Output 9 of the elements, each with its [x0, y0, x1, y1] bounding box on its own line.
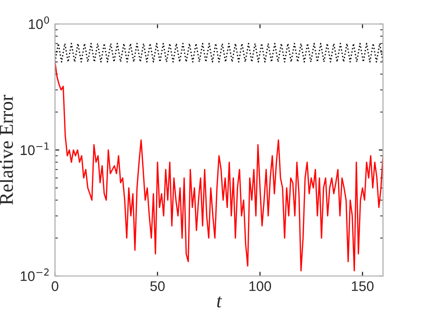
x-tick-label: 150 [352, 281, 374, 292]
y-tick-label: 10$^{−2}$ [20, 268, 49, 282]
y-tick-label: 10$^{−1}$ [20, 142, 49, 156]
x-tick-label: 0 [52, 281, 58, 292]
line-series [55, 61, 383, 272]
y-tick-label: 10$^{0}$ [28, 16, 50, 30]
x-axis-title: t [217, 296, 222, 308]
x-tick-label: 50 [150, 281, 165, 292]
x-tick-label: 100 [249, 281, 272, 292]
